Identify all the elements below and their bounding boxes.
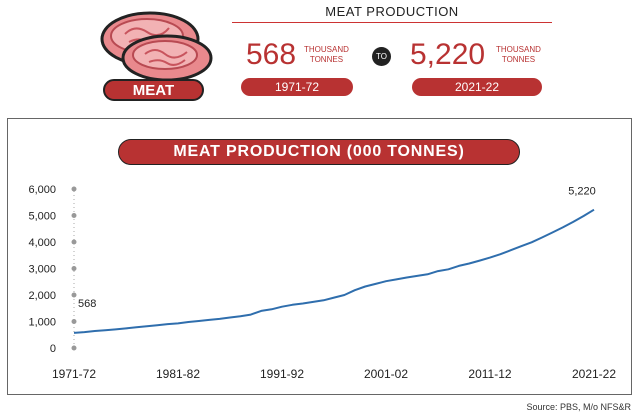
y-tick-label: 1,000: [28, 317, 56, 329]
end-unit-line2: TONNES: [501, 55, 536, 64]
y-tick-dot: [71, 266, 77, 271]
end-unit: THOUSAND TONNES: [496, 45, 541, 65]
y-tick-label: 5,000: [28, 211, 56, 223]
x-tick-label: 1971-72: [52, 367, 96, 381]
start-unit-line1: THOUSAND: [304, 45, 349, 54]
x-tick-label: 2021-22: [572, 367, 616, 381]
start-value: 568: [246, 38, 297, 71]
source-note: Source: PBS, M/o NFS&R: [526, 402, 631, 412]
y-tick-dot: [71, 345, 77, 351]
header-title: MEAT PRODUCTION: [325, 4, 459, 19]
data-annotation: 568: [78, 298, 96, 310]
y-tick-label: 0: [50, 343, 56, 355]
y-tick-label: 6,000: [28, 184, 56, 196]
x-tick-label: 1981-82: [156, 367, 200, 381]
end-value: 5,220: [410, 38, 486, 71]
y-tick-dot: [71, 186, 77, 192]
chart-title: MEAT PRODUCTION (000 TONNES): [118, 139, 520, 165]
meat-steak-icon: [100, 11, 213, 82]
start-unit: THOUSAND TONNES: [304, 45, 349, 65]
data-annotation: 5,220: [568, 186, 596, 198]
y-tick-dot: [71, 319, 77, 324]
header-divider: [232, 22, 552, 23]
y-tick-dot: [71, 213, 77, 218]
y-tick-label: 3,000: [28, 264, 56, 276]
end-year-badge: 2021-22: [412, 78, 542, 96]
y-tick-label: 4,000: [28, 237, 56, 249]
x-tick-label: 1991-92: [260, 367, 304, 381]
end-unit-line1: THOUSAND: [496, 45, 541, 54]
chart-panel: [7, 118, 632, 395]
meat-category-badge: MEAT: [103, 79, 204, 101]
y-tick-dot: [71, 292, 77, 298]
y-tick-label: 2,000: [28, 290, 56, 302]
y-tick-dot: [71, 239, 77, 245]
series-line: [73, 208, 595, 334]
x-tick-label: 2001-02: [364, 367, 408, 381]
start-year-badge: 1971-72: [241, 78, 353, 96]
x-tick-label: 2011-12: [468, 367, 511, 381]
to-connector-badge: TO: [372, 47, 391, 66]
start-unit-line2: TONNES: [309, 55, 344, 64]
